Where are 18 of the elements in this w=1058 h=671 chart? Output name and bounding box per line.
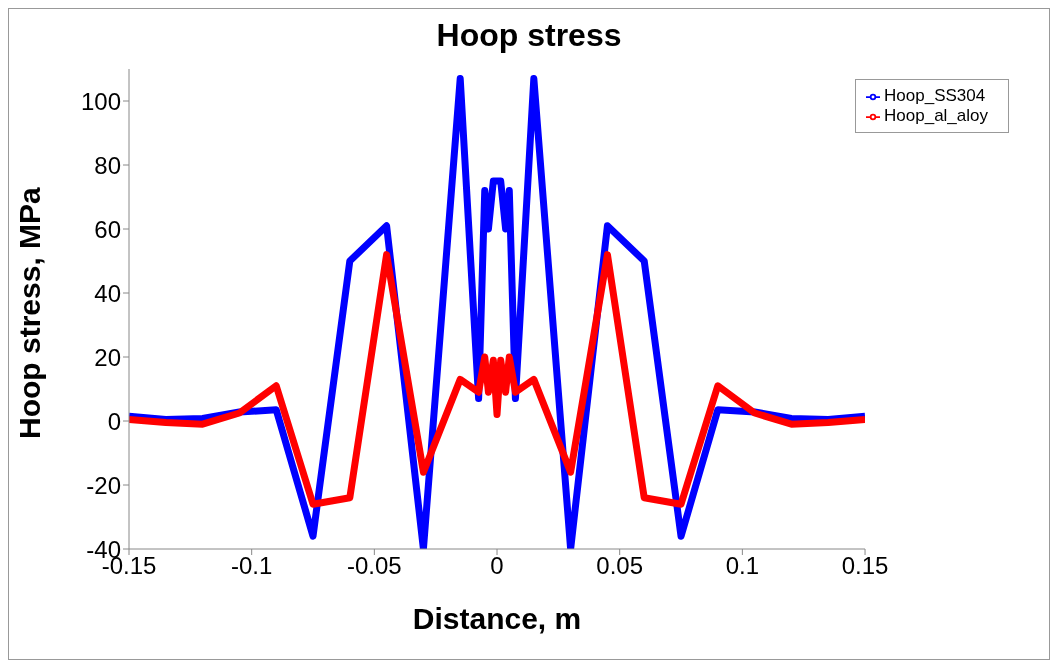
legend-label: Hoop_SS304 xyxy=(884,86,986,105)
y-tick-label: 100 xyxy=(80,87,121,115)
x-axis-title: Distance, m xyxy=(412,602,582,635)
x-tick-label: 0.05 xyxy=(596,552,644,580)
x-tick-label: 0.1 xyxy=(725,552,760,580)
chart-title: Hoop stress xyxy=(435,17,623,54)
y-axis-title: Hoop stress, MPa xyxy=(12,186,46,439)
y-tick-label: 80 xyxy=(94,151,121,179)
x-tick-label: 0 xyxy=(490,552,504,580)
y-tick-label: 0 xyxy=(107,407,121,435)
y-tick-label: 60 xyxy=(94,215,121,243)
legend-label: Hoop_al_aloy xyxy=(884,106,988,125)
y-tick-label: 40 xyxy=(94,279,121,307)
x-tick-label: 0.15 xyxy=(841,552,889,580)
y-tick-label: 20 xyxy=(94,343,121,371)
y-tick-label: -20 xyxy=(86,471,121,499)
x-tick-label: -0.05 xyxy=(346,552,402,580)
x-tick-label: -0.1 xyxy=(230,552,273,580)
